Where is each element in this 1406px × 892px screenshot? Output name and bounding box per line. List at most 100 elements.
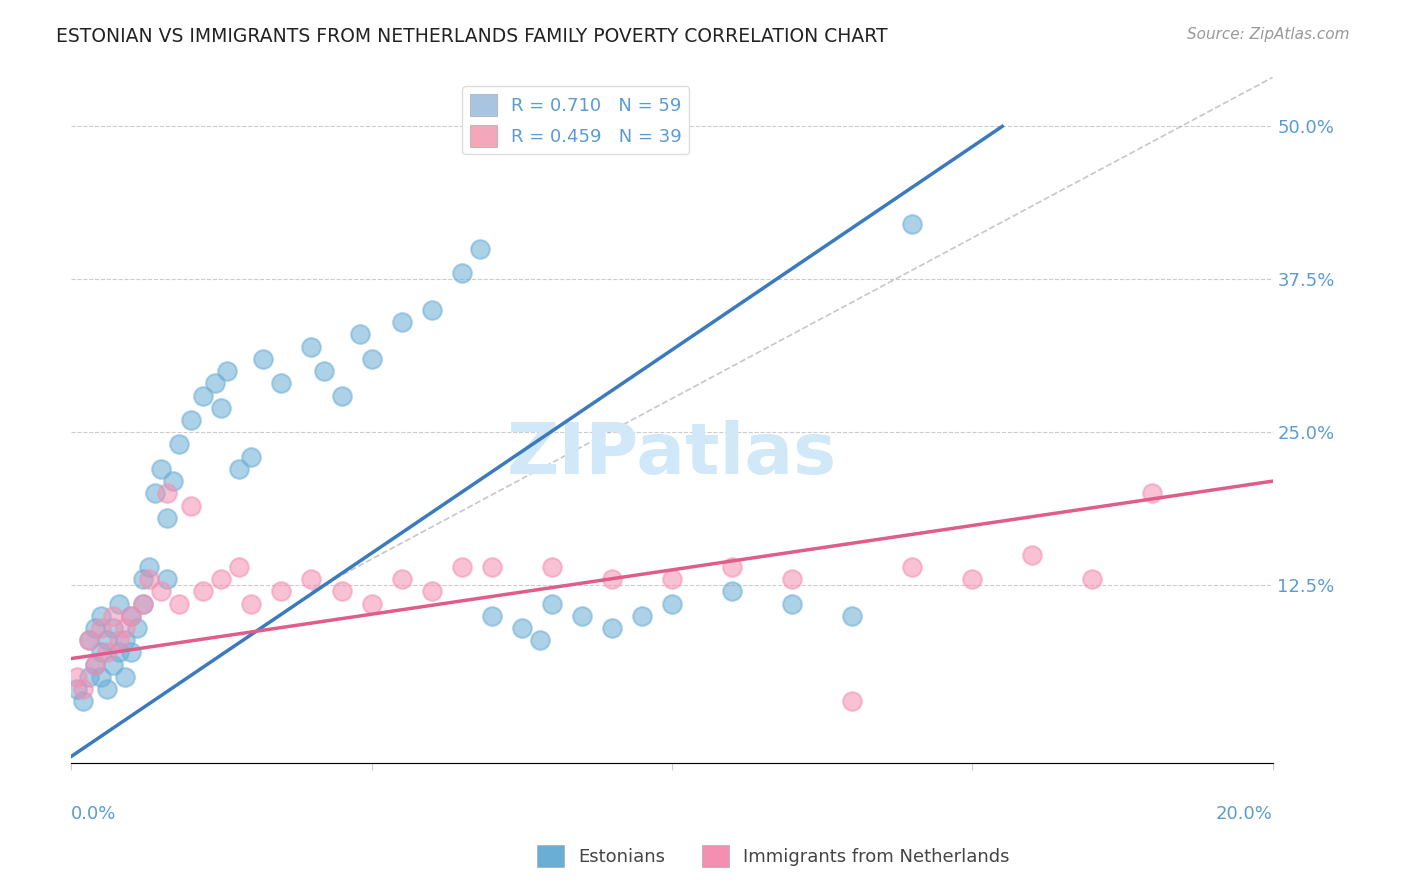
Point xyxy=(780,597,803,611)
Point xyxy=(270,584,292,599)
Point xyxy=(138,559,160,574)
Point xyxy=(103,608,125,623)
Point xyxy=(391,315,413,329)
Point xyxy=(721,559,744,574)
Point xyxy=(120,645,142,659)
Point xyxy=(114,670,136,684)
Text: 20.0%: 20.0% xyxy=(1216,805,1272,823)
Text: ESTONIAN VS IMMIGRANTS FROM NETHERLANDS FAMILY POVERTY CORRELATION CHART: ESTONIAN VS IMMIGRANTS FROM NETHERLANDS … xyxy=(56,27,887,45)
Legend: Estonians, Immigrants from Netherlands: Estonians, Immigrants from Netherlands xyxy=(530,838,1017,874)
Point xyxy=(77,633,100,648)
Point xyxy=(90,621,112,635)
Point xyxy=(114,633,136,648)
Point xyxy=(204,376,226,391)
Point xyxy=(156,486,179,500)
Point xyxy=(156,572,179,586)
Point xyxy=(143,486,166,500)
Point xyxy=(420,302,443,317)
Point xyxy=(209,401,232,415)
Point xyxy=(510,621,533,635)
Point xyxy=(132,597,155,611)
Point xyxy=(66,682,89,697)
Point xyxy=(103,657,125,672)
Point xyxy=(529,633,551,648)
Point xyxy=(780,572,803,586)
Point xyxy=(84,657,107,672)
Point xyxy=(84,621,107,635)
Point xyxy=(96,682,118,697)
Point xyxy=(138,572,160,586)
Point xyxy=(77,633,100,648)
Point xyxy=(150,462,173,476)
Point xyxy=(96,633,118,648)
Point xyxy=(301,572,323,586)
Point xyxy=(180,413,202,427)
Point xyxy=(114,621,136,635)
Point xyxy=(661,572,683,586)
Point xyxy=(162,474,184,488)
Point xyxy=(193,584,215,599)
Point xyxy=(252,351,274,366)
Point xyxy=(349,327,371,342)
Point xyxy=(1142,486,1164,500)
Point xyxy=(901,559,924,574)
Point xyxy=(132,597,155,611)
Point xyxy=(72,682,94,697)
Point xyxy=(301,340,323,354)
Point xyxy=(600,621,623,635)
Point xyxy=(960,572,983,586)
Point xyxy=(420,584,443,599)
Point xyxy=(96,645,118,659)
Point xyxy=(391,572,413,586)
Point xyxy=(103,621,125,635)
Point xyxy=(468,242,491,256)
Point xyxy=(450,559,472,574)
Text: Source: ZipAtlas.com: Source: ZipAtlas.com xyxy=(1187,27,1350,42)
Point xyxy=(540,559,562,574)
Point xyxy=(481,559,503,574)
Point xyxy=(108,645,131,659)
Point xyxy=(1021,548,1043,562)
Point xyxy=(150,584,173,599)
Point xyxy=(84,657,107,672)
Point xyxy=(169,437,191,451)
Point xyxy=(180,499,202,513)
Point xyxy=(571,608,593,623)
Point xyxy=(721,584,744,599)
Point xyxy=(481,608,503,623)
Point xyxy=(77,670,100,684)
Point xyxy=(132,572,155,586)
Point xyxy=(330,388,353,402)
Point xyxy=(156,511,179,525)
Point xyxy=(209,572,232,586)
Point xyxy=(540,597,562,611)
Point xyxy=(330,584,353,599)
Point xyxy=(90,670,112,684)
Point xyxy=(72,694,94,708)
Point xyxy=(193,388,215,402)
Point xyxy=(450,266,472,280)
Point xyxy=(120,608,142,623)
Point xyxy=(90,608,112,623)
Point xyxy=(901,217,924,231)
Legend: R = 0.710   N = 59, R = 0.459   N = 39: R = 0.710 N = 59, R = 0.459 N = 39 xyxy=(463,87,689,154)
Point xyxy=(169,597,191,611)
Point xyxy=(631,608,654,623)
Point xyxy=(127,621,149,635)
Point xyxy=(120,608,142,623)
Point xyxy=(228,462,250,476)
Point xyxy=(108,597,131,611)
Point xyxy=(240,597,263,611)
Point xyxy=(228,559,250,574)
Point xyxy=(108,633,131,648)
Point xyxy=(600,572,623,586)
Point xyxy=(841,694,863,708)
Text: ZIPatlas: ZIPatlas xyxy=(506,420,837,489)
Point xyxy=(270,376,292,391)
Point xyxy=(90,645,112,659)
Point xyxy=(312,364,335,378)
Point xyxy=(661,597,683,611)
Point xyxy=(240,450,263,464)
Point xyxy=(841,608,863,623)
Point xyxy=(360,351,382,366)
